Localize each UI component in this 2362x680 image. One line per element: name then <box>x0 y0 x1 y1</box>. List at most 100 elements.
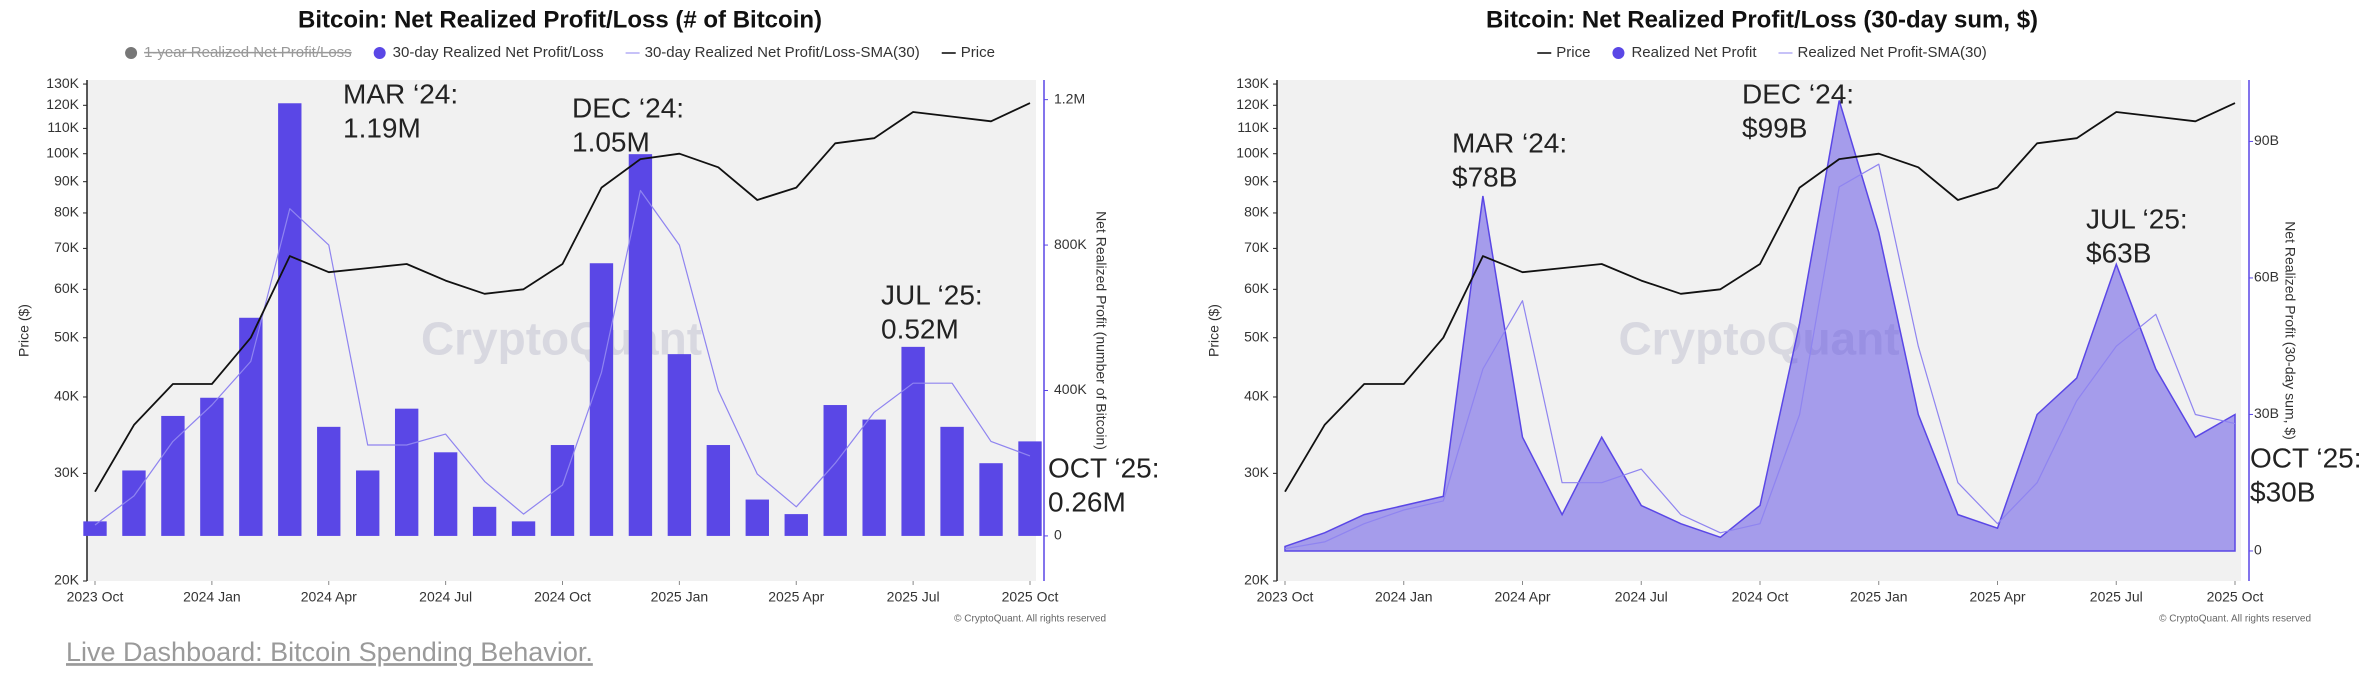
watermark: CryptoQuant <box>421 313 702 365</box>
annotation: 0.26M <box>1048 486 1126 517</box>
copyright: © CryptoQuant. All rights reserved <box>954 614 1106 625</box>
legend-marker <box>373 47 386 59</box>
bar <box>161 415 185 536</box>
y2-tick-label: 1.2M <box>1054 90 1085 106</box>
y-tick-label: 90K <box>54 172 80 188</box>
y-tick-label: 130K <box>1236 75 1269 91</box>
annotation: $99B <box>1742 112 1807 143</box>
legend-label: Price <box>1556 44 1590 61</box>
y2-axis-title: Net Realized Profit (30-day sum, $) <box>2282 221 2298 440</box>
annotation: DEC ‘24: <box>1742 78 1854 109</box>
x-tick-label: 2025 Apr <box>1969 589 2025 605</box>
y2-tick-label: 90B <box>2254 132 2279 148</box>
y-tick-label: 20K <box>1244 572 1270 588</box>
bar <box>784 514 808 536</box>
bar <box>862 419 886 536</box>
bar <box>901 346 925 536</box>
y-tick-label: 30K <box>54 464 80 480</box>
bar <box>1018 441 1042 536</box>
legend-marker <box>125 47 138 59</box>
x-tick-label: 2025 Oct <box>2207 589 2264 605</box>
legend-label: Realized Net Profit <box>1631 44 1757 61</box>
annotation: MAR ‘24: <box>1452 127 1567 158</box>
annotation: $78B <box>1452 161 1517 192</box>
bar <box>278 103 302 536</box>
y-tick-label: 110K <box>47 119 79 135</box>
y-tick-label: 40K <box>1244 388 1270 404</box>
y2-tick-label: 0 <box>2254 542 2262 558</box>
bar <box>511 521 536 536</box>
x-tick-label: 2024 Oct <box>1732 589 1789 605</box>
y-tick-label: 70K <box>54 239 80 255</box>
y2-tick-label: 60B <box>2254 269 2279 285</box>
x-tick-label: 2024 Jul <box>1615 589 1668 605</box>
x-tick-label: 2025 Jul <box>2090 589 2143 605</box>
x-tick-label: 2024 Apr <box>1494 589 1550 605</box>
x-tick-label: 2025 Jan <box>1850 589 1908 605</box>
y-tick-label: 120K <box>1236 96 1269 112</box>
bar <box>200 397 224 536</box>
y-tick-label: 50K <box>1244 328 1270 344</box>
dashboard-link[interactable]: Live Dashboard: Bitcoin Spending Behavio… <box>66 637 593 667</box>
y-tick-label: 100K <box>46 144 79 160</box>
bar <box>940 426 964 536</box>
y-tick-label: 110K <box>1237 119 1269 135</box>
y-tick-label: 100K <box>1236 144 1269 160</box>
bar <box>628 154 653 536</box>
bar <box>589 263 614 536</box>
y2-axis-title: Net Realized Profit (number of Bitcoin) <box>1093 211 1109 450</box>
bar <box>83 521 107 536</box>
x-tick-label: 2024 Jan <box>183 589 241 605</box>
y2-tick-label: 30B <box>2254 405 2279 421</box>
legend-label: Price <box>961 44 995 61</box>
annotation: DEC ‘24: <box>572 92 684 123</box>
area <box>1284 100 2236 552</box>
y-tick-label: 80K <box>54 204 80 220</box>
y-tick-label: 60K <box>1244 280 1270 296</box>
annotation: $30B <box>2250 476 2315 507</box>
sma-line <box>1284 163 2236 550</box>
bar <box>433 452 458 536</box>
y-tick-label: 40K <box>54 388 80 404</box>
bar <box>239 317 263 536</box>
annotation: $63B <box>2086 237 2151 268</box>
y-tick-label: 120K <box>46 96 79 112</box>
x-tick-label: 2024 Jan <box>1375 589 1433 605</box>
x-tick-label: 2025 Jul <box>887 589 940 605</box>
x-tick-label: 2025 Jan <box>651 589 709 605</box>
annotation: 1.19M <box>343 112 421 143</box>
legend-label: Realized Net Profit-SMA(30) <box>1798 44 1987 61</box>
legend-label: 1-year Realized Net Profit/Loss <box>144 44 352 61</box>
y-tick-label: 80K <box>1244 204 1270 220</box>
y-tick-label: 90K <box>1244 172 1270 188</box>
y-tick-label: 70K <box>1244 239 1270 255</box>
annotation: MAR ‘24: <box>343 78 458 109</box>
bar <box>745 499 769 536</box>
x-tick-label: 2023 Oct <box>67 589 124 605</box>
bar <box>394 408 419 536</box>
y-tick-label: 130K <box>46 75 79 91</box>
y2-tick-label: 0 <box>1054 527 1062 543</box>
annotation: JUL ‘25: <box>2086 203 2188 234</box>
price-line <box>94 102 1031 493</box>
annotation: OCT ‘25: <box>1048 452 1160 483</box>
y-axis-title: Price ($) <box>1206 304 1222 357</box>
x-tick-label: 2024 Apr <box>301 589 357 605</box>
annotation: JUL ‘25: <box>881 279 983 310</box>
bar <box>667 354 692 536</box>
x-tick-label: 2024 Oct <box>534 589 591 605</box>
x-tick-label: 2023 Oct <box>1257 589 1314 605</box>
legend-label: 30-day Realized Net Profit/Loss-SMA(30) <box>645 44 920 61</box>
x-tick-label: 2025 Apr <box>768 589 824 605</box>
price-line <box>1284 102 2236 493</box>
y-axis-title: Price ($) <box>16 304 32 357</box>
bar <box>356 470 380 536</box>
legend-label: 30-day Realized Net Profit/Loss <box>393 44 604 61</box>
y-tick-label: 50K <box>54 328 80 344</box>
bar <box>472 506 497 536</box>
x-tick-label: 2025 Oct <box>1002 589 1059 605</box>
chart-title: Bitcoin: Net Realized Profit/Loss (30-da… <box>1486 6 2038 33</box>
